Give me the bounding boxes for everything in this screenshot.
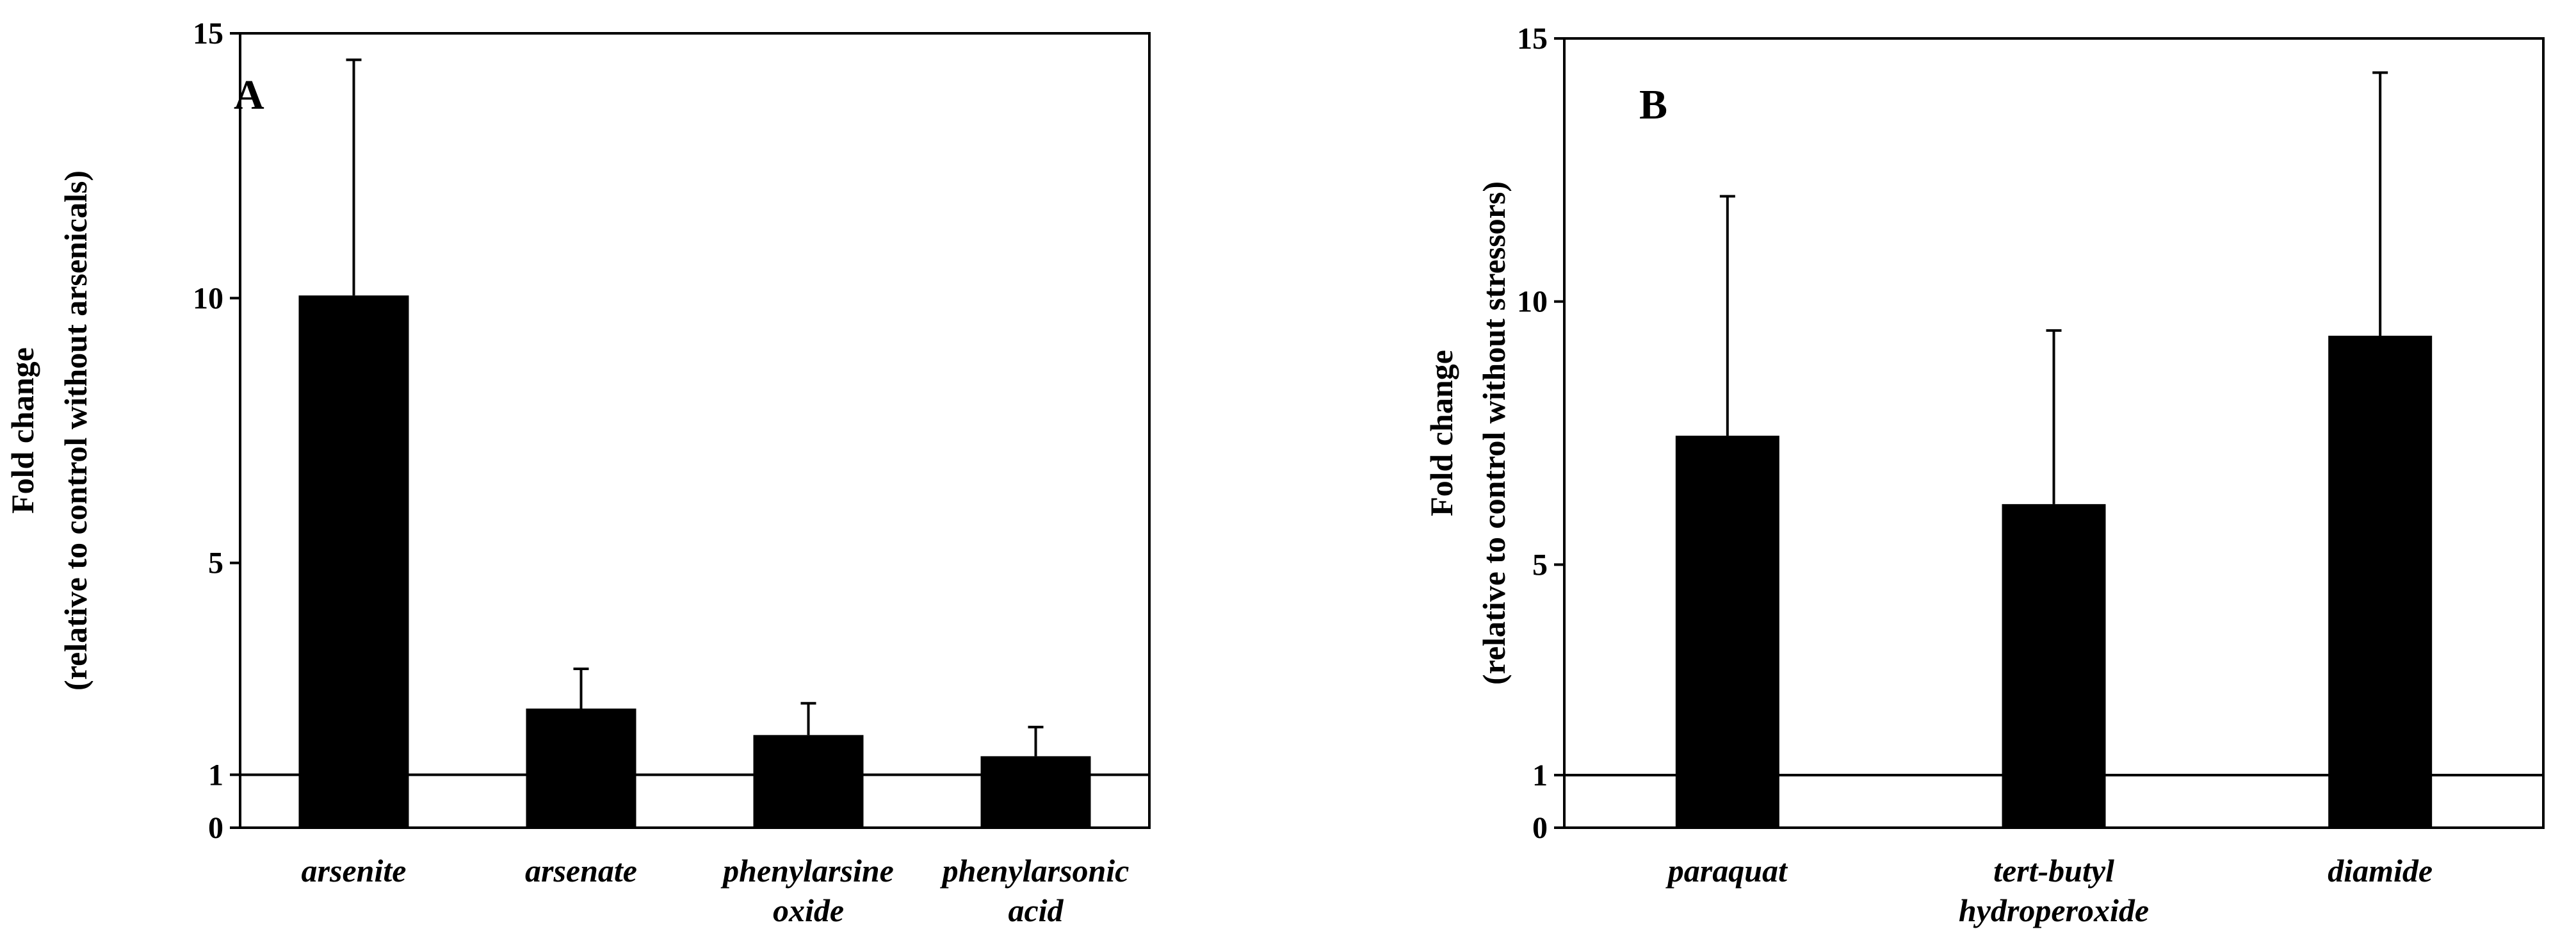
y-tick-label: 10 bbox=[193, 281, 223, 315]
bar bbox=[298, 295, 409, 828]
y-tick-label: 15 bbox=[1517, 22, 1548, 56]
y-tick-label: 15 bbox=[193, 17, 223, 51]
category-label: tert-butyl bbox=[1993, 853, 2114, 889]
y-tick-label: 5 bbox=[1532, 548, 1548, 582]
category-label: diamide bbox=[2328, 853, 2433, 889]
bar bbox=[980, 756, 1091, 828]
y-tick-label: 0 bbox=[1532, 811, 1548, 845]
bar bbox=[2002, 504, 2106, 828]
category-label: arsenate bbox=[525, 853, 637, 889]
y-axis-label: (relative to control without arsenicals) bbox=[58, 170, 93, 691]
category-label: paraquat bbox=[1665, 853, 1788, 889]
y-tick-label: 1 bbox=[208, 758, 223, 792]
category-label: acid bbox=[1008, 892, 1064, 928]
y-axis-label: (relative to control without stressors) bbox=[1476, 181, 1512, 685]
category-label: oxide bbox=[773, 892, 844, 928]
y-tick-label: 10 bbox=[1517, 285, 1548, 319]
plot-frame bbox=[239, 32, 1151, 829]
bar bbox=[2328, 336, 2433, 828]
bar bbox=[1675, 436, 1779, 828]
y-tick-label: 1 bbox=[1532, 759, 1548, 792]
panel-label: B bbox=[1639, 81, 1667, 128]
category-label: arsenite bbox=[302, 853, 407, 889]
category-label: phenylarsonic bbox=[940, 853, 1130, 889]
panel-label: A bbox=[234, 72, 264, 119]
category-label: phenylarsine bbox=[720, 853, 894, 889]
bar bbox=[526, 709, 636, 828]
y-axis-label: Fold change bbox=[4, 347, 40, 514]
y-tick-label: 5 bbox=[208, 546, 223, 580]
y-tick-label: 0 bbox=[208, 811, 223, 845]
y-axis-label: Fold change bbox=[1423, 350, 1459, 516]
bar bbox=[753, 735, 864, 828]
category-label: hydroperoxide bbox=[1959, 892, 2149, 928]
